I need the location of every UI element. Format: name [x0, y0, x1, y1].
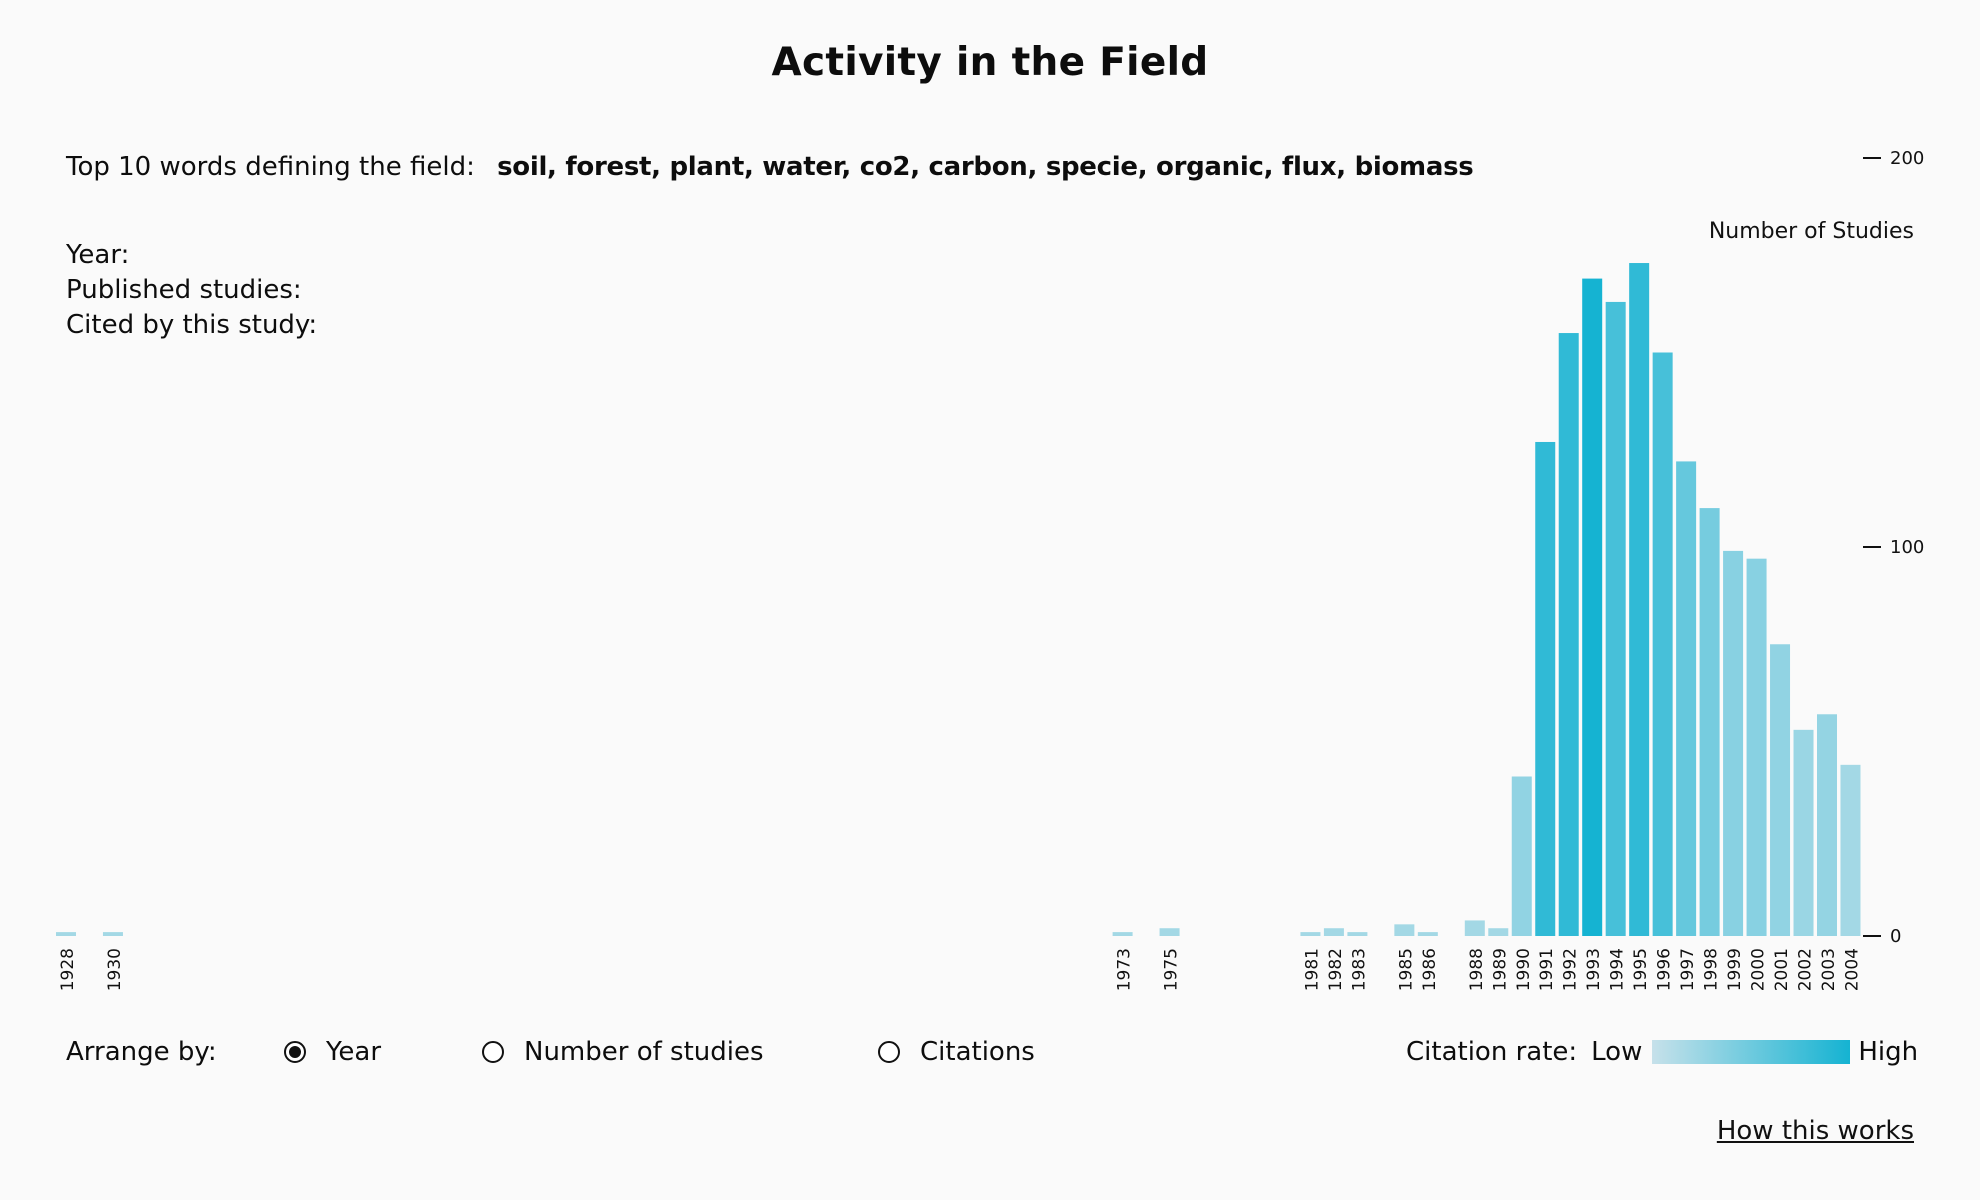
x-tick-label: 2003 [1819, 948, 1839, 991]
bar-1998[interactable] [1699, 508, 1720, 936]
bar-1990[interactable] [1511, 776, 1532, 936]
x-tick-label: 1996 [1655, 948, 1675, 991]
x-tick-label: 2002 [1796, 948, 1816, 991]
radio-number-of-studies[interactable] [482, 1041, 504, 1063]
arrange-label: Arrange by: [66, 1037, 217, 1067]
bar-1993[interactable] [1582, 278, 1603, 937]
bar-1996[interactable] [1652, 352, 1673, 937]
bar-2003[interactable] [1817, 714, 1837, 936]
bar-1928[interactable] [56, 932, 76, 936]
info-published-label: Published studies: [66, 275, 302, 305]
bar-2004[interactable] [1840, 764, 1861, 936]
top-words-list: soil, forest, plant, water, co2, carbon,… [497, 152, 1474, 182]
y-tick-label: 100 [1890, 537, 1924, 558]
x-tick-label: 1997 [1678, 948, 1698, 991]
bar-1930[interactable] [102, 932, 123, 936]
bar-1973[interactable] [1112, 932, 1133, 936]
bar-1975[interactable] [1159, 928, 1180, 936]
arrange-citations-label: Citations [920, 1037, 1035, 1067]
bar-2001[interactable] [1770, 644, 1791, 936]
x-tick-label: 1989 [1490, 948, 1510, 991]
bar-1989[interactable] [1488, 928, 1509, 936]
legend-gradient [1652, 1040, 1851, 1064]
x-tick-label: 1992 [1561, 948, 1581, 991]
bar-2002[interactable] [1793, 729, 1814, 936]
x-tick-label: 1930 [105, 948, 125, 991]
bar-1995[interactable] [1629, 263, 1650, 936]
x-tick-label: 2000 [1749, 948, 1769, 991]
how-this-works-link[interactable]: How this works [1716, 1116, 1914, 1146]
bar-1982[interactable] [1323, 928, 1344, 936]
x-tick-label: 1981 [1302, 948, 1322, 991]
info-year-label: Year: [66, 240, 130, 270]
x-tick-label: 1995 [1631, 948, 1651, 991]
bar-1983[interactable] [1347, 932, 1368, 936]
top-words: Top 10 words defining the field: soil, f… [66, 152, 1474, 182]
top-words-label: Top 10 words defining the field: [66, 152, 475, 182]
x-tick-label: 1988 [1467, 948, 1487, 991]
legend-high-label: High [1858, 1037, 1919, 1067]
x-tick-label: 1985 [1396, 948, 1416, 991]
bar-1991[interactable] [1535, 441, 1556, 936]
x-tick-label: 1991 [1537, 948, 1557, 991]
bar-1992[interactable] [1558, 333, 1579, 936]
x-tick-label: 1982 [1326, 948, 1346, 991]
x-tick-label: 1986 [1420, 948, 1440, 991]
y-axis-label: Number of Studies [1709, 219, 1914, 244]
x-tick-label: 2004 [1842, 948, 1862, 991]
x-tick-label: 1983 [1349, 948, 1369, 991]
x-tick-label: 1998 [1702, 948, 1722, 991]
bar-2000[interactable] [1746, 558, 1767, 936]
legend-low-label: Low [1591, 1037, 1643, 1067]
x-tick-label: 1928 [58, 948, 78, 991]
x-tick-label: 1990 [1514, 948, 1534, 991]
y-tick-label: 200 [1890, 148, 1924, 169]
x-tick-label: 1975 [1162, 948, 1182, 991]
bar-1981[interactable] [1300, 932, 1321, 936]
citation-rate-legend: Citation rate: Low High [1406, 1037, 1918, 1067]
x-tick-label: 1993 [1584, 948, 1604, 991]
x-tick-label: 1994 [1608, 948, 1628, 991]
arrange-number-option[interactable]: Number of studies [482, 1037, 764, 1067]
x-tick-label: 2001 [1772, 948, 1792, 991]
bar-1985[interactable] [1394, 924, 1415, 936]
legend-label: Citation rate: [1406, 1037, 1578, 1067]
bar-1999[interactable] [1723, 550, 1744, 936]
info-cited-label: Cited by this study: [66, 310, 318, 340]
page-title: Activity in the Field [771, 40, 1209, 85]
x-tick-label: 1973 [1115, 948, 1135, 991]
x-tick-label: 1999 [1725, 948, 1745, 991]
bar-1994[interactable] [1605, 301, 1626, 936]
radio-citations[interactable] [878, 1041, 900, 1063]
bar-1988[interactable] [1464, 920, 1485, 936]
bar-1997[interactable] [1676, 461, 1697, 936]
y-tick-label: 0 [1890, 926, 1901, 947]
bar-1986[interactable] [1417, 932, 1438, 936]
arrange-year-label: Year [326, 1037, 382, 1067]
arrange-year-option[interactable]: Year [284, 1037, 381, 1067]
arrange-citations-option[interactable]: Citations [878, 1037, 1035, 1067]
radio-year[interactable] [284, 1041, 306, 1063]
arrange-number-label: Number of studies [524, 1037, 764, 1067]
